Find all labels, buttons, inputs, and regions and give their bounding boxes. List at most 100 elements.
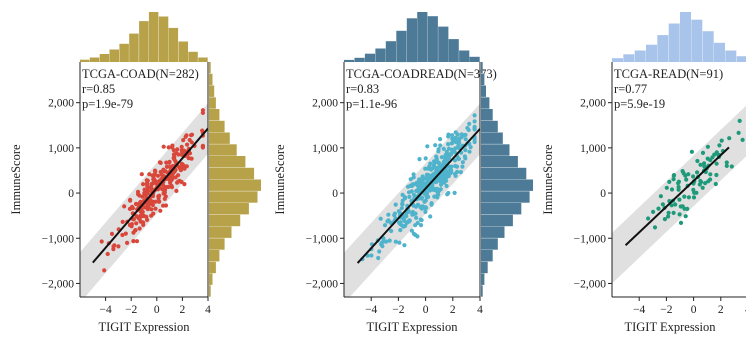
- scatter-point: [147, 172, 152, 177]
- scatter-point: [105, 251, 110, 257]
- right-histogram-bar: [209, 144, 237, 156]
- scatter-point: [453, 173, 458, 178]
- scatter-point: [425, 166, 430, 171]
- top-histogram-bar: [158, 16, 169, 62]
- scatter-point: [669, 187, 675, 192]
- scatter-point: [138, 199, 143, 204]
- scatter-point: [446, 146, 452, 151]
- scatter-point: [697, 182, 702, 187]
- scatter-point: [435, 187, 440, 192]
- right-histogram-bar: [481, 203, 522, 215]
- scatter-point: [463, 156, 468, 161]
- top-histogram-bar: [438, 26, 449, 63]
- y-axis-label: ImmuneScore: [9, 144, 23, 215]
- scatter-point: [676, 181, 681, 186]
- right-histogram-bar: [481, 273, 485, 285]
- scatter-point: [200, 143, 205, 148]
- scatter-point: [433, 165, 438, 170]
- right-histogram-bar: [481, 191, 530, 203]
- right-histogram-bar: [481, 179, 533, 191]
- scatter-point: [740, 137, 745, 142]
- scatter-point: [414, 215, 419, 220]
- scatter-point: [153, 199, 158, 204]
- scatter-point: [472, 113, 477, 118]
- y-tick-label: 2,000: [580, 98, 606, 110]
- scatter-point: [456, 143, 461, 148]
- scatter-point: [691, 195, 697, 200]
- scatter-point: [446, 190, 451, 196]
- scatter-point: [402, 218, 407, 224]
- scatter-point: [189, 140, 194, 145]
- scatter-point: [169, 183, 174, 188]
- scatter-point: [713, 181, 718, 187]
- scatter-point: [178, 168, 183, 173]
- scatter-point: [156, 194, 161, 199]
- right-histogram-bar: [209, 261, 216, 274]
- scatter-point: [380, 244, 385, 249]
- scatter-point: [140, 194, 145, 199]
- scatter-point: [737, 118, 742, 123]
- scatter-point: [425, 144, 430, 149]
- scatter-point: [461, 133, 466, 138]
- scatter-point: [683, 173, 688, 178]
- scatter-point: [378, 216, 383, 221]
- top-histogram-bar: [417, 12, 428, 62]
- scatter-point: [724, 160, 729, 165]
- scatter-point: [112, 243, 117, 248]
- top-histogram-bar: [385, 41, 396, 62]
- scatter-point: [147, 201, 152, 206]
- right-histogram-bar: [481, 238, 498, 250]
- scatter-point: [420, 182, 425, 188]
- scatter-point: [449, 164, 454, 169]
- annotation-p: p=5.9e-19: [614, 97, 665, 111]
- scatter-point: [130, 206, 135, 211]
- annotation-title: TCGA-READ(N=91): [614, 67, 723, 81]
- scatter-point: [392, 213, 397, 218]
- top-histogram-bar: [89, 57, 100, 62]
- scatter-point: [158, 208, 163, 213]
- right-histogram-bar: [481, 226, 505, 238]
- y-tick-label: −2,000: [42, 278, 75, 290]
- right-histogram-bar: [209, 191, 258, 203]
- scatter-point: [433, 160, 438, 165]
- top-histogram-bar: [702, 31, 714, 62]
- scatter-point: [153, 206, 158, 211]
- scatter-point: [415, 202, 421, 207]
- scatter-point: [163, 169, 168, 174]
- scatter-point: [376, 255, 381, 261]
- scatter-point: [120, 219, 125, 224]
- scatter-point: [700, 150, 706, 155]
- scatter-point: [141, 182, 146, 187]
- x-tick-label: 2: [450, 304, 456, 316]
- right-histogram-bar: [481, 62, 483, 74]
- right-histogram-bar: [209, 285, 211, 297]
- scatter-point: [164, 164, 169, 169]
- scatter-point: [444, 183, 449, 189]
- scatter-point: [708, 172, 713, 177]
- scatter-point: [426, 172, 431, 178]
- scatter-point: [145, 181, 150, 186]
- scatter-point: [387, 238, 392, 243]
- scatter-point: [176, 179, 181, 184]
- scatter-point: [434, 154, 439, 159]
- top-histogram-bar: [139, 21, 149, 63]
- right-histogram-bar: [209, 238, 225, 250]
- scatter-point: [438, 137, 443, 142]
- y-tick-label: 1,000: [312, 143, 338, 155]
- scatter-point: [446, 134, 451, 139]
- scatter-point: [175, 147, 180, 152]
- scatter-point: [200, 110, 205, 115]
- scatter-point: [449, 152, 454, 157]
- right-histogram-bar: [209, 73, 213, 86]
- right-histogram-bar: [481, 167, 527, 180]
- top-histogram-bar: [99, 54, 110, 62]
- scatter-point: [148, 197, 153, 203]
- scatter-point: [179, 144, 184, 149]
- scatter-point: [705, 144, 711, 149]
- scatter-point: [189, 133, 194, 138]
- scatter-point: [677, 197, 682, 202]
- scatter-point: [200, 128, 205, 133]
- scatter-point: [400, 192, 405, 197]
